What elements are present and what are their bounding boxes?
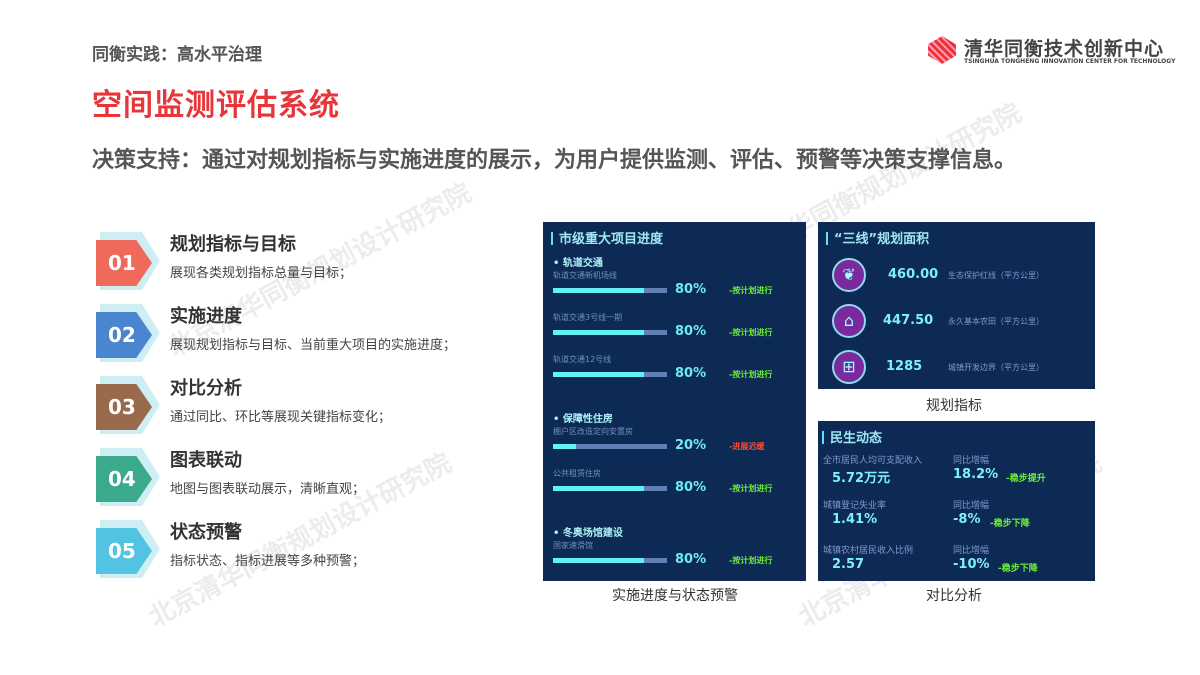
feature-item: 03 对比分析通过同比、环比等展现关键指标变化； — [96, 374, 516, 436]
feature-title: 图表联动 — [170, 450, 242, 471]
feature-item: 05 状态预警指标状态、指标进展等多种预警； — [96, 518, 516, 580]
progress-fill — [553, 288, 645, 293]
change-value: -10% — [953, 557, 990, 572]
lines-panel: “三线”规划面积 ❦ 460.00 生态保护红线（平方公里） ⌂ 447.50 永久基本农… — [818, 222, 1095, 389]
project-name: 轨道交通新机场线 — [553, 271, 617, 280]
change-label: 同比增幅 — [953, 501, 990, 511]
category-label: 轨道交通 — [553, 254, 603, 269]
number-badge: 02 — [96, 304, 160, 362]
progress-percent: 80% — [675, 324, 707, 339]
status-text: -按计划进行 — [729, 370, 773, 379]
feature-desc: 展现各类规划指标总量与目标； — [170, 266, 353, 281]
progress-percent: 80% — [675, 366, 707, 381]
change-label: 同比增幅 — [953, 456, 990, 466]
grid-icon: ⊞ — [832, 350, 866, 384]
number-badge: 01 — [96, 232, 160, 290]
area-value: 447.50 — [883, 313, 934, 328]
project-name: 棚户区改造定向安置房 — [553, 427, 633, 436]
number-badge: 05 — [96, 520, 160, 578]
change-value: 18.2% — [953, 467, 999, 482]
trend-text: -稳步下降 — [998, 564, 1038, 574]
feature-title: 对比分析 — [170, 378, 242, 399]
change-label: 同比增幅 — [953, 546, 990, 556]
trend-text: -稳步提升 — [1006, 474, 1046, 484]
logo-text-cn: 清华同衡技术创新中心 — [964, 38, 1165, 60]
progress-percent: 80% — [675, 552, 707, 567]
progress-bar — [553, 288, 667, 293]
progress-fill — [553, 444, 576, 449]
progress-percent: 20% — [675, 438, 707, 453]
number-badge: 04 — [96, 448, 160, 506]
house-icon: ⌂ — [832, 304, 866, 338]
feature-desc: 指标状态、指标进展等多种预警； — [170, 554, 366, 569]
indicator-value: 2.57 — [832, 557, 865, 572]
area-label: 城镇开发边界（平方公里） — [948, 363, 1044, 372]
progress-bar — [553, 558, 667, 563]
progress-fill — [553, 372, 645, 377]
area-label: 永久基本农田（平方公里） — [948, 317, 1044, 326]
indicator-label: 城镇登记失业率 — [823, 501, 887, 511]
progress-bar — [553, 330, 667, 335]
project-name: 公共租赁住房 — [553, 469, 601, 478]
feature-title: 规划指标与目标 — [170, 234, 296, 255]
progress-bar — [553, 486, 667, 491]
feature-title: 实施进度 — [170, 306, 242, 327]
feature-desc: 通过同比、环比等展现关键指标变化； — [170, 410, 392, 425]
logo: 清华同衡技术创新中心 TSINGHUA TONGHENG INNOVATION … — [928, 32, 1178, 72]
leaf-icon: ❦ — [832, 258, 866, 292]
feature-item: 04 图表联动地图与图表联动展示，清晰直观； — [96, 446, 516, 508]
livelihood-panel: 民生动态 全市居民人均可支配收入 5.72万元 同比增幅 18.2% -稳步提升 城镇登记… — [818, 421, 1095, 581]
feature-item: 01 规划指标与目标展现各类规划指标总量与目标； — [96, 230, 516, 292]
project-name: 轨道交通3号线一期 — [553, 313, 623, 322]
page-subtitle: 决策支持：通过对规划指标与实施进度的展示，为用户提供监测、评估、预警等决策支撑信… — [92, 148, 1017, 173]
progress-bar — [553, 372, 667, 377]
category-label: 保障性住房 — [553, 410, 613, 425]
status-text: -按计划进行 — [729, 328, 773, 337]
caption-livelihood: 对比分析 — [926, 588, 982, 604]
change-value: -8% — [953, 512, 981, 527]
indicator-value: 1.41% — [832, 512, 878, 527]
feature-item: 02 实施进度展现规划指标与目标、当前重大项目的实施进度； — [96, 302, 516, 364]
feature-title: 状态预警 — [170, 522, 242, 543]
indicator-value: 5.72万元 — [832, 471, 891, 486]
progress-panel: 市级重大项目进度 轨道交通轨道交通新机场线80%-按计划进行轨道交通3号线一期8… — [543, 222, 806, 581]
status-text: -进展迟缓 — [729, 442, 765, 451]
section-label: 同衡实践：高水平治理 — [92, 45, 262, 65]
project-name: 国家速滑馆 — [553, 541, 593, 550]
progress-bar — [553, 444, 667, 449]
page-title: 空间监测评估系统 — [92, 88, 340, 123]
logo-text-en: TSINGHUA TONGHENG INNOVATION CENTER FOR … — [964, 58, 1176, 65]
indicator-label: 城镇农村居民收入比例 — [823, 546, 914, 556]
progress-fill — [553, 330, 645, 335]
status-text: -按计划进行 — [729, 286, 773, 295]
indicator-label: 全市居民人均可支配收入 — [823, 456, 923, 466]
project-name: 轨道交通12号线 — [553, 355, 612, 364]
status-text: -按计划进行 — [729, 556, 773, 565]
progress-percent: 80% — [675, 282, 707, 297]
area-value: 460.00 — [888, 267, 939, 282]
status-text: -按计划进行 — [729, 484, 773, 493]
panel-title: “三线”规划面积 — [826, 228, 929, 247]
area-value: 1285 — [886, 359, 923, 374]
trend-text: -稳步下降 — [990, 519, 1030, 529]
feature-desc: 地图与图表联动展示，清晰直观； — [170, 482, 366, 497]
number-badge: 03 — [96, 376, 160, 434]
progress-fill — [553, 558, 645, 563]
category-label: 冬奥场馆建设 — [553, 524, 623, 539]
panel-title: 市级重大项目进度 — [551, 228, 663, 247]
logo-mark-icon — [928, 36, 956, 64]
caption-lines: 规划指标 — [926, 398, 982, 414]
feature-desc: 展现规划指标与目标、当前重大项目的实施进度； — [170, 338, 457, 353]
progress-fill — [553, 486, 645, 491]
panel-title: 民生动态 — [822, 427, 882, 446]
progress-percent: 80% — [675, 480, 707, 495]
area-label: 生态保护红线（平方公里） — [948, 271, 1044, 280]
caption-progress: 实施进度与状态预警 — [612, 588, 738, 604]
